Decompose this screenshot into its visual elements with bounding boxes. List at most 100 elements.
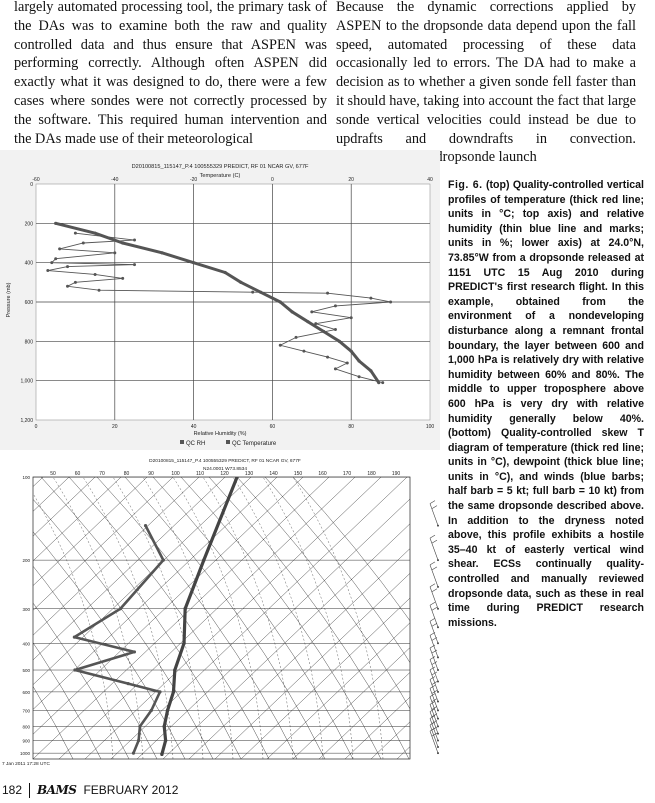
- isotherm: [33, 477, 200, 636]
- rh-data-point: [357, 375, 361, 379]
- isotherm: [188, 548, 410, 759]
- rh-data-point: [326, 291, 330, 295]
- wind-barb-staff: [429, 621, 439, 644]
- skewt-pressure-label: 600: [22, 690, 30, 695]
- skewt-top-tick-label: 60: [75, 471, 81, 477]
- temperature-data-point: [322, 329, 326, 334]
- isotherm: [240, 597, 410, 759]
- moist-adiabat: [232, 477, 324, 759]
- skewt-temperature-point: [162, 724, 166, 729]
- wind-barb-staff: [429, 718, 439, 741]
- temperature-data-point: [337, 339, 341, 343]
- wind-barb-flag: [429, 685, 436, 689]
- rh-data-point: [73, 280, 77, 284]
- body-paragraph-right: Because the dynamic corrections applied …: [336, 0, 636, 166]
- dry-adiabat: [33, 498, 214, 759]
- temperature-data-point: [377, 381, 381, 385]
- wind-barb-base: [437, 739, 439, 742]
- wind-barb-flag: [431, 637, 438, 641]
- skewt-pressure-label: 800: [22, 724, 30, 729]
- rh-data-point: [66, 284, 70, 288]
- body-text-right-column: Because the dynamic corrections applied …: [336, 0, 636, 167]
- temperature-data-point: [369, 369, 373, 373]
- issue-date: FEBRUARY 2012: [83, 783, 179, 797]
- isotherm: [33, 477, 278, 710]
- moist-adiabat: [52, 477, 144, 759]
- skewt-subtitle: N24.0001 W73.8534: [203, 466, 247, 472]
- wind-barb-staff: [429, 696, 439, 719]
- rh-data-point: [46, 269, 50, 273]
- x-tick-label-rh: 60: [270, 424, 276, 430]
- skewt-pressure-label: 100: [22, 475, 30, 480]
- temperature-data-point: [258, 290, 263, 294]
- wind-barb-staff: [429, 538, 439, 561]
- rh-data-point: [66, 265, 70, 269]
- rh-data-point: [81, 241, 85, 245]
- isotherm: [33, 477, 148, 586]
- skewt-top-tick-label: 180: [367, 471, 376, 477]
- wind-barb-flag: [431, 588, 438, 593]
- moist-adiabat: [33, 493, 114, 759]
- skewt-temperature-point: [182, 641, 186, 645]
- journal-name: BAMS: [37, 783, 77, 797]
- rh-data-point: [58, 247, 62, 251]
- skewt-title: D20100815_115147_P.4 100555329 PREDICT, …: [149, 458, 301, 464]
- wind-barb-flag: [431, 681, 438, 685]
- skewt-dewpoint-point: [131, 751, 136, 755]
- temperature-data-point: [357, 359, 361, 363]
- wind-barb-flag: [429, 701, 436, 705]
- wind-barb-staff: [429, 635, 439, 658]
- skewt-pressure-label: 400: [22, 641, 30, 646]
- skewt-footnote: 7 Jan 2011 17:28 UTC: [2, 761, 50, 767]
- x-tick-label-temp: 20: [348, 177, 354, 183]
- wind-barb-flag: [431, 505, 438, 509]
- wind-barb-flag: [431, 661, 438, 665]
- wind-barb-base: [437, 642, 439, 645]
- x-tick-label-temp: 0: [271, 177, 274, 183]
- rh-data-point: [50, 261, 54, 265]
- temperature-data-point: [290, 310, 294, 314]
- wind-barb-flag: [431, 671, 438, 676]
- x-tick-label-rh: 100: [426, 424, 435, 430]
- skewt-temperature-line: [160, 477, 239, 755]
- wind-barb-flag: [431, 566, 438, 571]
- wind-barb-staff: [429, 679, 439, 702]
- isotherm: [344, 696, 410, 759]
- rh-data-point: [333, 328, 337, 332]
- y-tick-label: 1,200: [20, 418, 33, 424]
- x-tick-label-rh: 80: [348, 424, 354, 430]
- legend-marker-rh: [180, 440, 184, 444]
- isotherm: [33, 477, 304, 735]
- wind-barb-flag: [429, 561, 436, 566]
- wind-barb-base: [437, 607, 439, 610]
- skewt-pressure-label: 900: [22, 739, 30, 744]
- skewt-dewpoint-point: [161, 558, 165, 562]
- rh-data-point: [251, 290, 255, 294]
- wind-barb-base: [437, 656, 439, 659]
- wind-barb-flag: [429, 583, 436, 588]
- skewt-top-tick-label: 170: [343, 471, 352, 477]
- dry-adiabat: [264, 477, 410, 663]
- wind-barb-staff: [429, 659, 439, 682]
- skewt-temperature-point: [235, 477, 239, 479]
- wind-barb-flag: [429, 601, 436, 606]
- skewt-temperature-point: [165, 708, 170, 713]
- rh-data-point: [333, 304, 337, 308]
- y-tick-label: 200: [25, 221, 34, 227]
- isotherm: [136, 498, 410, 759]
- top-axis-label: Temperature (C): [200, 173, 241, 179]
- rh-data-point: [349, 316, 353, 320]
- wind-barb-flag: [429, 715, 436, 719]
- skewt-top-tick-label: 110: [196, 471, 204, 477]
- skewt-dewpoint-point: [126, 682, 130, 686]
- wind-barb-flag: [429, 644, 436, 649]
- x-tick-label-rh: 0: [35, 424, 38, 430]
- rh-data-point: [345, 361, 349, 365]
- x-tick-label-rh: 40: [191, 424, 197, 430]
- temperature-data-point: [278, 300, 282, 304]
- rh-data-point: [113, 251, 117, 255]
- legend-marker-temp: [226, 440, 230, 444]
- x-tick-label-rh: 20: [112, 424, 118, 430]
- wind-barb-flag: [431, 606, 438, 611]
- wind-barb-staff: [429, 564, 439, 587]
